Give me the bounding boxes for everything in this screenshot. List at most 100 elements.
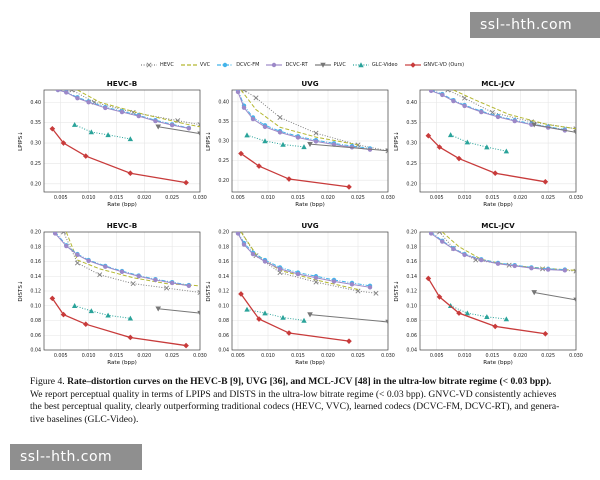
x-axis-label: Rate (bpp) <box>483 360 513 366</box>
data-point <box>238 291 244 297</box>
data-point <box>349 282 355 287</box>
y-tick-label: 0.20 <box>218 230 229 236</box>
data-point <box>250 251 256 257</box>
data-point <box>197 289 200 295</box>
data-point <box>119 269 125 275</box>
series-line-dcvc-rt <box>237 91 371 151</box>
series-group <box>425 232 576 337</box>
data-point <box>307 312 313 318</box>
data-point <box>313 275 319 280</box>
watermark-top: ssl--hth.com <box>470 12 600 38</box>
y-tick-label: 0.04 <box>218 348 229 354</box>
data-point <box>462 252 467 258</box>
data-point <box>127 315 134 321</box>
data-point <box>462 103 467 109</box>
y-tick-label: 0.08 <box>30 318 41 324</box>
data-point <box>241 105 247 110</box>
x-tick-label: 0.025 <box>351 195 365 201</box>
data-point <box>385 319 388 325</box>
x-tick-label: 0.005 <box>231 353 245 359</box>
y-tick-label: 0.08 <box>218 318 229 324</box>
data-point <box>436 294 443 300</box>
data-point <box>75 252 80 258</box>
caption-label: Figure 4. <box>30 376 65 387</box>
data-point <box>562 268 568 273</box>
y-tick-label: 0.10 <box>30 303 41 309</box>
data-point <box>542 179 549 185</box>
data-point <box>440 92 445 98</box>
watermark-bottom: ssl--hth.com <box>10 444 142 470</box>
y-tick-label: 0.16 <box>406 259 417 265</box>
data-point <box>169 280 175 286</box>
y-tick-label: 0.35 <box>406 120 417 126</box>
data-point <box>492 323 499 330</box>
series-line-gnvc-vd-ours <box>427 135 546 183</box>
series-line-plvc <box>158 126 200 135</box>
y-tick-label: 0.12 <box>406 289 417 295</box>
y-tick-label: 0.35 <box>30 120 41 126</box>
data-point <box>262 124 268 130</box>
plot-frame <box>43 89 201 193</box>
y-tick-label: 0.30 <box>30 141 41 147</box>
data-point <box>286 330 292 336</box>
data-point <box>456 310 462 316</box>
data-point <box>440 239 445 244</box>
x-tick-label: 0.005 <box>430 353 444 359</box>
chart-panel-2: 0.20 0.25 0.30 0.35 0.40 0.005 0.010 0.015 0.020… <box>205 79 395 208</box>
chart-title: MCL-JCV <box>481 221 515 230</box>
y-tick-label: 0.10 <box>406 303 417 309</box>
series-line-glc-video <box>74 124 131 140</box>
series-line-plvc <box>158 308 200 314</box>
data-point <box>235 90 241 95</box>
x-tick-label: 0.015 <box>486 353 500 359</box>
data-point <box>82 321 89 327</box>
data-point <box>573 297 576 303</box>
data-point <box>241 242 247 247</box>
y-tick-label: 0.12 <box>218 289 229 295</box>
y-tick-label: 0.20 <box>406 230 417 236</box>
y-axis-label: LPIPS↓ <box>17 131 24 151</box>
data-point <box>183 342 189 349</box>
series-line-vvc <box>240 90 359 146</box>
x-tick-label: 0.025 <box>165 195 179 201</box>
series-line-plvc <box>534 291 576 301</box>
data-point <box>313 130 319 136</box>
data-point <box>127 136 134 142</box>
data-point <box>307 141 313 147</box>
data-point <box>280 314 286 320</box>
y-tick-label: 0.40 <box>30 100 41 106</box>
data-point <box>155 124 161 130</box>
data-point <box>464 310 471 316</box>
data-point <box>385 148 388 154</box>
series-line-gnvc-vd-ours <box>51 128 187 184</box>
x-tick-label: 0.015 <box>110 195 124 201</box>
y-tick-label: 0.30 <box>406 141 417 147</box>
data-point <box>262 138 268 144</box>
series-line-hevc <box>71 90 200 126</box>
series-line-dcvc-fm <box>430 232 565 271</box>
y-tick-label: 0.25 <box>218 158 229 164</box>
data-point <box>103 264 108 269</box>
chart-panel-5: 0.04 0.06 0.08 0.10 0.12 0.14 0.16 0.18 0.20 0.00… <box>205 221 395 366</box>
charts-svg: 0.20 0.25 0.30 0.35 0.40 0.005 0.010 0.015 0.020… <box>17 79 583 366</box>
y-axis-label: DISTS↓ <box>205 280 212 301</box>
legend-item-glc-video: GLC-Video <box>352 61 398 69</box>
data-point <box>301 144 307 150</box>
data-point <box>346 184 352 190</box>
x-tick-label: 0.010 <box>82 195 96 201</box>
x-tick-label: 0.020 <box>321 195 335 201</box>
x-axis-label: Rate (bpp) <box>483 202 513 208</box>
series-line-dcvc-fm <box>57 90 189 129</box>
plot-frame <box>43 231 201 351</box>
plot-frame <box>419 231 577 351</box>
y-tick-label: 0.18 <box>30 244 41 250</box>
data-point <box>169 122 175 128</box>
series-group <box>235 90 388 190</box>
data-point <box>103 105 108 111</box>
data-point <box>244 132 250 138</box>
y-tick-label: 0.16 <box>30 259 41 265</box>
x-tick-label: 0.010 <box>458 195 472 201</box>
y-tick-label: 0.06 <box>406 333 417 339</box>
y-tick-label: 0.14 <box>30 274 41 280</box>
y-tick-label: 0.20 <box>218 178 229 184</box>
